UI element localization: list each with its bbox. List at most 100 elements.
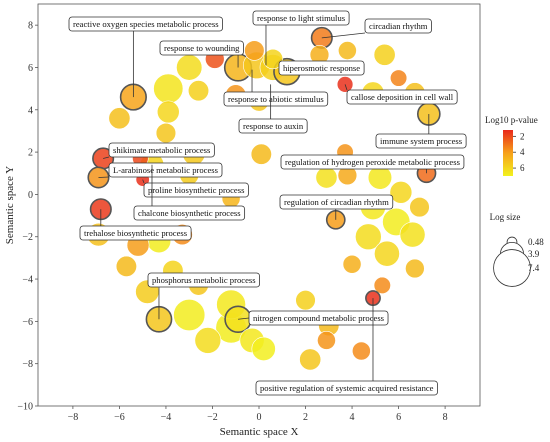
callout-label: L-arabinose metabolic process [98,162,223,178]
callout-label: phosphorus metabolic process [147,272,260,320]
go-term-bubble [373,43,396,66]
callout-label: response to wounding [159,40,244,68]
callout-box [79,225,192,241]
callout-label: reactive oxygen species metabolic proces… [68,16,223,98]
x-tick-label: 8 [443,412,448,423]
callout-text: circadian rhythm [369,21,428,31]
go-term-bubble [405,258,425,279]
callout-box [280,154,465,170]
color-legend-tick-label: 6 [520,163,525,173]
callout-text: callose deposition in cell wall [351,92,454,102]
callout-text: trehalose biosynthetic process [84,228,188,238]
go-term-bubble [389,69,408,87]
callout-label: proline biosynthetic process [142,179,249,198]
go-term-bubble [373,276,391,294]
callout-text: L-arabinose metabolic process [113,165,219,175]
y-tick-label: 6 [28,63,33,74]
y-tick-label: −2 [22,232,33,243]
callout-box [279,194,394,210]
callout-box [238,118,308,134]
callout-label: hiperosmotic response [278,60,365,76]
callout-box [255,380,438,396]
callout-text: response to auxin [243,121,304,131]
callout-leader-line [238,317,250,320]
size-legend-label: 0.48 [528,237,544,247]
callout-text: chalcone biosynthetic process [138,208,241,218]
callout-leader-line [321,32,366,39]
go-term-bubble [315,166,338,189]
callout-label: regulation of hydrogen peroxide metaboli… [280,154,465,174]
size-legend-title: Log size [490,212,521,222]
go-term-bubble [155,122,177,144]
go-term-bubble [153,73,184,104]
y-axis-title: Semantic space Y [4,166,16,244]
go-term-bubble [187,80,210,102]
callout-box [68,16,223,32]
callout-box [133,205,246,221]
go-term-bubble [389,180,413,204]
size-legend: Log size 0.48 3.9 7.4 [490,212,544,287]
go-term-bubble [317,331,336,350]
y-tick-label: −10 [17,402,33,413]
callout-box [108,162,223,178]
color-legend-title: Log10 p-value [485,115,538,125]
go-term-bubble [173,299,206,332]
go-term-bubble [295,290,316,311]
x-tick-label: −4 [161,412,172,423]
callout-text: response to light stimulus [257,13,346,23]
callout-label: response to abiotic stimulus [223,69,329,107]
x-tick-label: 2 [303,412,308,423]
go-term-bubble [338,41,357,60]
size-legend-circle [493,249,531,287]
callout-text: regulation of circadian rhythm [284,197,389,207]
callout-text: immune system process [380,136,463,146]
callout-box [346,89,458,105]
callout-text: regulation of hydrogen peroxide metaboli… [285,157,461,167]
callout-label: response to light stimulus [252,10,350,66]
size-legend-label: 7.4 [528,263,540,273]
y-tick-label: 4 [28,105,33,116]
y-tick-label: 0 [28,190,33,201]
callout-label: immune system process [375,114,467,149]
callout-text: reactive oxygen species metabolic proces… [73,19,219,29]
x-axis: −8 −6 −4 −2 0 2 4 6 8 [68,406,448,423]
callout-text: nitrogen compound metabolic process [253,313,385,323]
callout-text: phosphorus metabolic process [152,275,256,285]
x-tick-label: −8 [68,412,79,423]
x-tick-label: 0 [257,412,262,423]
go-term-bubble [355,223,382,251]
callout-label: trehalose biosynthetic process [79,209,192,241]
callout-label: callose deposition in cell wall [344,84,458,105]
plot-area: reactive oxygen species metabolic proces… [37,3,481,407]
callout-box [108,142,215,158]
x-tick-label: −2 [207,412,218,423]
callout-leader-line [344,84,348,91]
color-legend-bar [503,130,513,176]
callout-box [248,310,389,326]
size-legend-items: 0.48 3.9 7.4 [493,236,544,287]
y-tick-label: −4 [22,275,33,286]
go-term-bubble [108,107,131,130]
callout-text: positive regulation of systemic acquired… [260,383,434,393]
x-tick-label: 4 [350,412,355,423]
y-tick-label: −8 [22,359,33,370]
go-term-bubble [176,54,203,81]
go-term-bubble [374,240,400,267]
callout-text: shikimate metabolic process [113,145,211,155]
color-legend-tick-label: 4 [520,147,525,157]
callout-box [159,40,244,56]
callout-box [278,60,365,76]
callout-box [223,91,329,107]
go-term-bubble [115,255,137,277]
callout-box [252,10,350,26]
go-term-bubble [399,221,426,248]
callout-box [147,272,260,288]
callout-label: chalcone biosynthetic process [133,164,246,221]
color-legend-tick-label: 2 [520,131,525,141]
callout-label: shikimate metabolic process [103,142,215,159]
y-tick-label: 2 [28,148,33,159]
color-legend-ticks: 2 4 6 [513,131,525,173]
go-term-bubble [351,341,371,361]
callout-label: nitrogen compound metabolic process [238,310,389,326]
